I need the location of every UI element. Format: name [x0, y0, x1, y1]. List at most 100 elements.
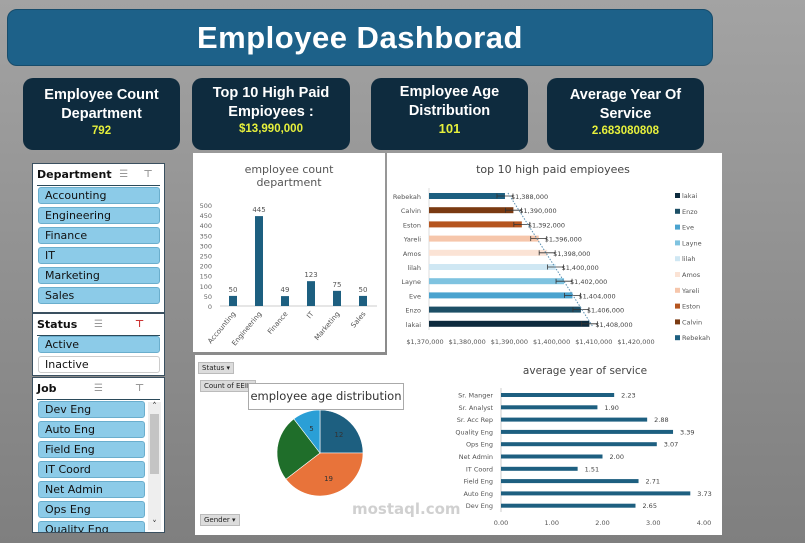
y-tick-label: lilah	[407, 264, 421, 272]
kpi-title: Average Year Of	[569, 87, 682, 103]
data-label: $1,408,000	[595, 321, 632, 329]
legend-swatch	[675, 319, 680, 325]
x-tick-label: $1,410,000	[575, 338, 612, 346]
bar	[501, 405, 598, 410]
bar	[333, 290, 341, 306]
kpi-title: Employee Age	[399, 84, 500, 100]
slicer-item[interactable]: Accounting	[38, 187, 160, 204]
x-tick-label: $1,420,000	[617, 338, 654, 346]
bar	[281, 296, 289, 306]
y-tick-label: Yareli	[403, 236, 421, 244]
y-tick-label: 250	[200, 253, 212, 261]
data-label: 50	[229, 286, 238, 294]
y-tick-label: IT Coord	[466, 465, 493, 473]
data-label: 1.90	[604, 404, 618, 412]
multi-select-icon[interactable]: ☰	[94, 319, 103, 330]
data-label: 123	[304, 271, 317, 279]
scrollbar[interactable]: ˄ ˅	[148, 402, 161, 530]
legend-entry: Eston	[682, 303, 700, 311]
legend-swatch	[675, 272, 680, 277]
chart-title: top 10 high paid empioyees	[476, 163, 630, 176]
data-label: 2.00	[610, 453, 624, 461]
data-label: 2.65	[642, 502, 656, 510]
slicer-item[interactable]: IT Coord	[38, 461, 145, 478]
multi-select-icon[interactable]: ☰	[94, 383, 103, 394]
status-filter-button[interactable]: Status ▾	[198, 362, 235, 374]
bar	[359, 295, 367, 306]
slicer-item[interactable]: Auto Eng	[38, 421, 145, 438]
slicer-item[interactable]: Net Admin	[38, 481, 145, 498]
multi-select-icon[interactable]: ☰	[119, 169, 129, 180]
x-tick-label: 0.00	[494, 519, 508, 527]
data-label: $1,402,000	[570, 278, 607, 286]
y-tick-label: Rebekah	[393, 193, 421, 201]
kpi-title: Empioyees :	[228, 104, 314, 120]
dashboard-title: Employee Dashborad	[7, 9, 713, 66]
pie-label: 19	[324, 475, 333, 483]
y-tick-label: 500	[200, 202, 212, 210]
data-label: $1,396,000	[545, 236, 582, 244]
slicer-item[interactable]: Finance	[38, 227, 160, 244]
bar	[501, 429, 674, 434]
scrollbar-thumb[interactable]	[150, 414, 159, 474]
slicer-item[interactable]: Marketing	[38, 267, 160, 284]
kpi-title: Employee Count	[44, 87, 159, 103]
clear-filter-icon[interactable]: ⊤	[143, 169, 153, 180]
slicer-item[interactable]: Quality Eng	[38, 521, 145, 532]
y-tick-label: Net Admin	[459, 453, 493, 461]
y-tick-label: 300	[200, 242, 212, 250]
y-tick-label: Eston	[403, 221, 421, 229]
button-label: Status	[202, 364, 225, 372]
slicer-item[interactable]: Sales	[38, 287, 160, 304]
data-label: 75	[333, 281, 342, 289]
clear-filter-icon[interactable]: ⊤	[134, 319, 145, 330]
job-slicer: Job ☰ ⊤ ˄ ˅ Dev Eng Auto Eng Field Eng IT Coo…	[32, 377, 165, 533]
y-tick-label: Calvin	[401, 207, 421, 215]
bar	[429, 221, 522, 228]
slicer-item[interactable]: Active	[38, 336, 160, 353]
x-tick-label: 4.00	[697, 519, 711, 527]
slicer-item[interactable]: Inactive	[38, 356, 160, 373]
bar	[501, 393, 615, 397]
gender-filter-button[interactable]: Gender ▾	[200, 514, 240, 526]
data-label: 2.88	[654, 416, 668, 424]
y-tick-label: Layne	[401, 278, 421, 286]
watermark: mostaql.com	[352, 500, 461, 518]
kpi-value: 792	[91, 125, 112, 137]
bar	[501, 442, 657, 447]
scroll-up-icon[interactable]: ˄	[152, 402, 157, 412]
slicer-item[interactable]: IT	[38, 247, 160, 264]
slicer-item[interactable]: Engineering	[38, 207, 160, 224]
slicer-item[interactable]: Field Eng	[38, 441, 145, 458]
y-tick-label: lakai	[406, 321, 421, 329]
y-tick-label: 150	[200, 273, 212, 281]
y-tick-label: 200	[200, 263, 212, 271]
bar	[429, 320, 590, 327]
x-tick-label: Finance	[266, 310, 289, 336]
bar	[501, 454, 603, 459]
slicer-item[interactable]: Ops Eng	[38, 501, 145, 518]
y-tick-label: 0	[208, 303, 212, 311]
data-label: 2.71	[646, 478, 660, 486]
clear-filter-icon[interactable]: ⊤	[134, 383, 145, 394]
kpi-avg-service: Average Year Of Service 2.683080808	[547, 78, 704, 150]
legend-swatch	[675, 208, 680, 214]
data-label: $1,406,000	[587, 307, 624, 315]
slicer-title: Job	[37, 382, 57, 395]
legend-swatch	[675, 287, 680, 293]
data-label: $1,388,000	[511, 193, 548, 201]
data-label: 445	[252, 206, 265, 214]
data-label: 3.73	[697, 490, 711, 498]
legend-swatch	[675, 240, 680, 246]
legend-swatch	[675, 303, 680, 309]
legend-entry: Layne	[682, 239, 702, 247]
scroll-down-icon[interactable]: ˅	[152, 520, 157, 530]
x-tick-label: 3.00	[646, 519, 660, 527]
kpi-top-paid: Top 10 High Paid Empioyees : $13,990,000	[192, 78, 350, 150]
y-tick-label: Eve	[409, 292, 421, 300]
slicer-item[interactable]: Dev Eng	[38, 401, 145, 418]
y-tick-label: Sr. Analyst	[459, 404, 494, 412]
button-label: Gender	[204, 516, 230, 524]
pie-slice	[293, 409, 321, 454]
